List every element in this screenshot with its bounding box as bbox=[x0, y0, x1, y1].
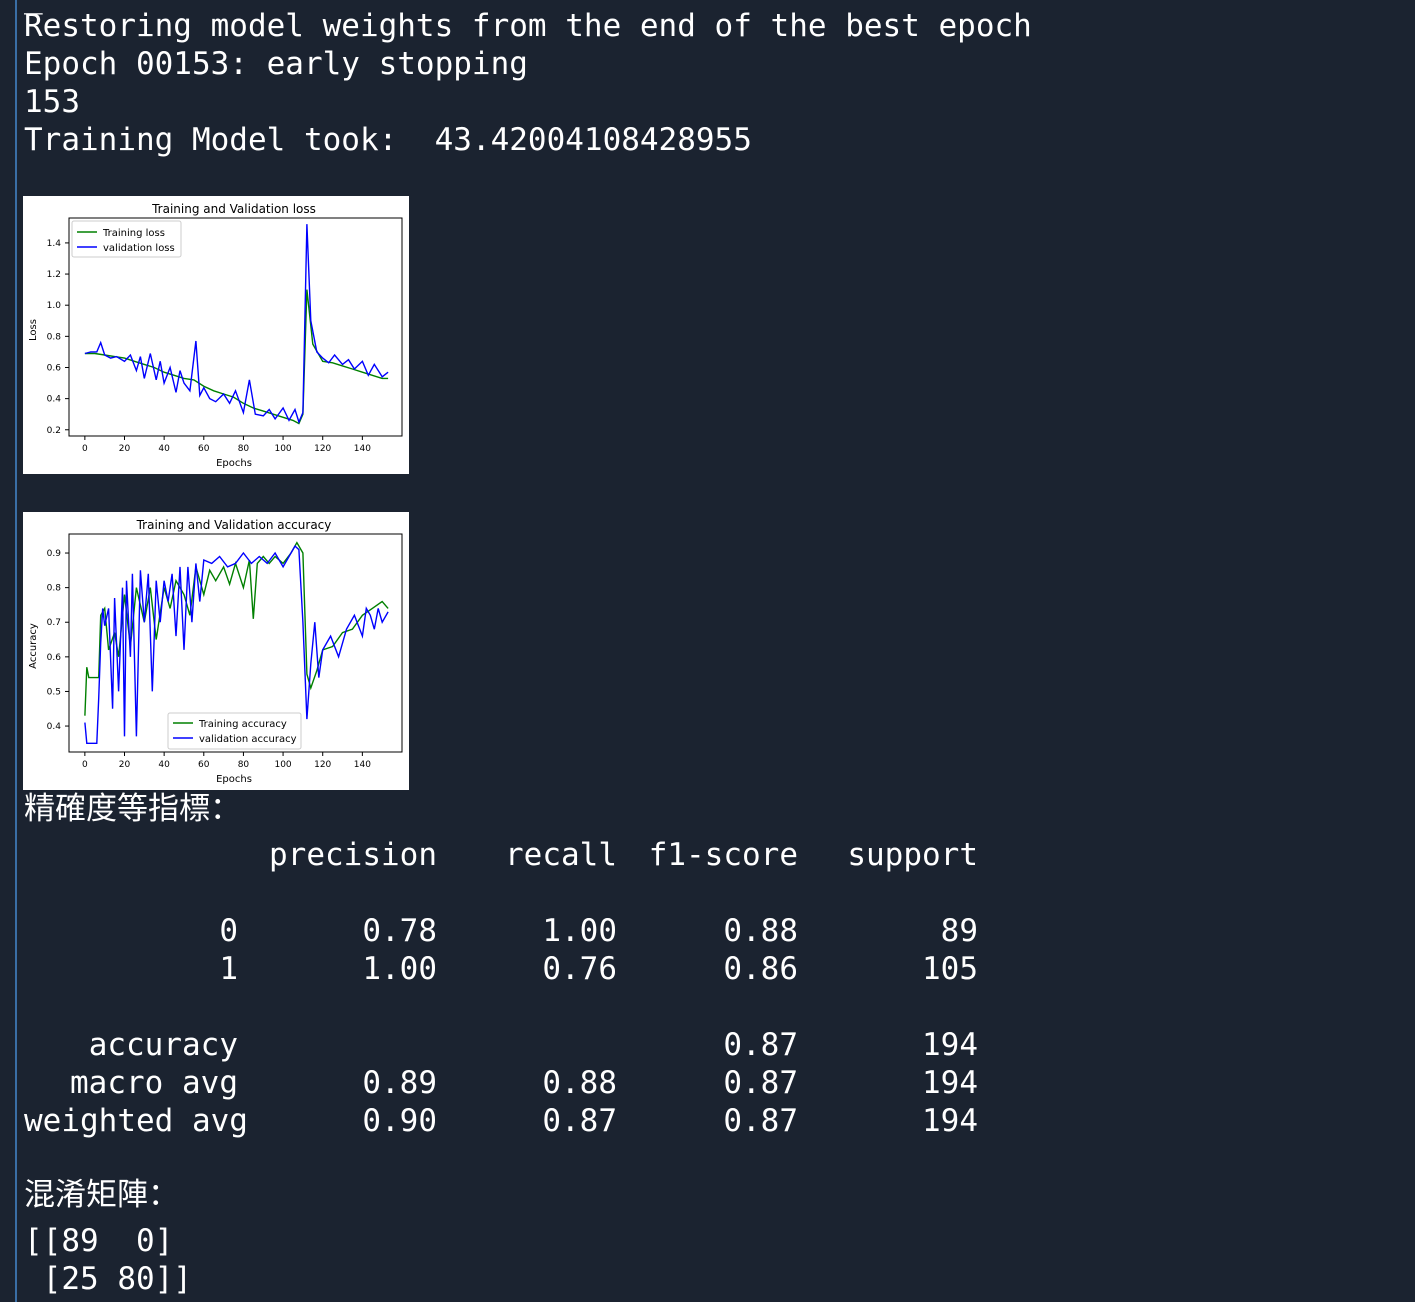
console-fragment: _ bbox=[24, 0, 43, 16]
report-cell-support: 194 bbox=[922, 1065, 978, 1101]
report-cell-support: 194 bbox=[922, 1027, 978, 1063]
loss-legend-val: validation loss bbox=[103, 243, 175, 254]
loss-ytick-label: 1.2 bbox=[47, 270, 61, 280]
accuracy-xtick-label: 80 bbox=[238, 760, 250, 770]
report-cell-f1: 0.86 bbox=[723, 951, 798, 987]
loss-ytick-label: 0.8 bbox=[47, 332, 62, 342]
loss-plot-frame bbox=[68, 217, 403, 437]
report-cell-label: 1 bbox=[219, 951, 238, 987]
loss-legend-train: Training loss bbox=[102, 228, 165, 239]
loss-chart-xlabel: Epochs bbox=[216, 458, 252, 469]
loss-xtick-label: 60 bbox=[198, 444, 210, 454]
accuracy-ytick-label: 0.9 bbox=[47, 549, 62, 559]
accuracy-xtick-label: 0 bbox=[82, 760, 88, 770]
loss-ytick-label: 0.4 bbox=[47, 395, 62, 405]
loss-xtick-label: 140 bbox=[354, 444, 371, 454]
console-line-restoring: Restoring model weights from the end of … bbox=[24, 8, 1032, 44]
accuracy-chart-title: Training and Validation accuracy bbox=[136, 518, 332, 532]
loss-xtick-label: 120 bbox=[314, 444, 331, 454]
loss-xtick-label: 40 bbox=[158, 444, 170, 454]
console-line-epoch-count: 153 bbox=[24, 84, 80, 120]
loss-xtick-label: 80 bbox=[238, 444, 250, 454]
report-cell-support: 105 bbox=[922, 951, 978, 987]
accuracy-series-train bbox=[84, 541, 389, 716]
accuracy-xtick-label: 20 bbox=[119, 760, 131, 770]
report-cell-support: 89 bbox=[940, 913, 978, 949]
loss-chart-ylabel: Loss bbox=[28, 319, 39, 341]
report-cell-f1: 0.87 bbox=[723, 1027, 798, 1063]
report-cell-label: accuracy bbox=[88, 1027, 238, 1063]
report-col-recall: recall bbox=[505, 837, 617, 873]
loss-xtick-label: 20 bbox=[119, 444, 131, 454]
report-cell-f1: 0.87 bbox=[723, 1103, 798, 1139]
confusion-row-0: [[89 0] bbox=[24, 1223, 174, 1259]
accuracy-series-val bbox=[84, 545, 389, 745]
report-col-f1: f1-score bbox=[648, 837, 798, 873]
loss-ytick-label: 1.4 bbox=[47, 239, 62, 249]
confusion-row-1: [25 80]] bbox=[24, 1261, 192, 1297]
loss-ytick-label: 0.2 bbox=[47, 426, 61, 436]
loss-ytick-label: 1.0 bbox=[47, 301, 62, 311]
accuracy-ytick-label: 0.7 bbox=[47, 618, 61, 628]
output-left-border bbox=[15, 0, 17, 1302]
loss-xtick-label: 100 bbox=[274, 444, 291, 454]
report-cell-f1: 0.88 bbox=[723, 913, 798, 949]
report-col-support: support bbox=[847, 837, 978, 873]
report-cell-precision: 0.89 bbox=[362, 1065, 437, 1101]
accuracy-chart-ylabel: Accuracy bbox=[28, 623, 39, 669]
accuracy-legend-val: validation accuracy bbox=[199, 734, 297, 745]
report-cell-support: 194 bbox=[922, 1103, 978, 1139]
report-cell-precision: 0.78 bbox=[362, 913, 437, 949]
loss-series-val bbox=[84, 224, 389, 425]
report-cell-label: macro avg bbox=[70, 1065, 238, 1101]
report-cell-recall: 0.76 bbox=[542, 951, 617, 987]
accuracy-chart-image: Training and Validation accuracy 0 20 40 60… bbox=[23, 512, 409, 790]
accuracy-ytick-label: 0.5 bbox=[47, 687, 61, 697]
report-cell-label: weighted avg bbox=[24, 1103, 248, 1139]
accuracy-ytick-label: 0.6 bbox=[47, 653, 62, 663]
report-cell-precision: 1.00 bbox=[362, 951, 437, 987]
report-cell-recall: 0.88 bbox=[542, 1065, 617, 1101]
accuracy-legend-train: Training accuracy bbox=[198, 719, 287, 730]
report-cell-f1: 0.87 bbox=[723, 1065, 798, 1101]
loss-xtick-label: 0 bbox=[82, 444, 88, 454]
report-cell-recall: 0.87 bbox=[542, 1103, 617, 1139]
accuracy-plot-frame bbox=[68, 533, 403, 753]
accuracy-chart-svg: Training and Validation accuracy 0 20 40 60… bbox=[28, 518, 403, 785]
report-cell-precision: 0.90 bbox=[362, 1103, 437, 1139]
accuracy-xtick-label: 100 bbox=[274, 760, 291, 770]
accuracy-ytick-label: 0.8 bbox=[47, 584, 62, 594]
report-heading: 精確度等指標： bbox=[24, 791, 241, 827]
plot-gap bbox=[23, 474, 409, 512]
accuracy-xtick-label: 60 bbox=[198, 760, 210, 770]
loss-ytick-label: 0.6 bbox=[47, 363, 62, 373]
accuracy-xtick-label: 40 bbox=[158, 760, 170, 770]
loss-chart-title: Training and Validation loss bbox=[151, 202, 316, 216]
loss-chart-image: Training and Validation loss 0 20 40 60 80 10… bbox=[23, 196, 409, 474]
loss-legend: Training loss validation loss bbox=[71, 220, 182, 258]
accuracy-legend: Training accuracy validation accuracy bbox=[167, 712, 302, 750]
accuracy-xtick-label: 140 bbox=[354, 760, 371, 770]
confusion-heading: 混淆矩陣： bbox=[24, 1177, 179, 1213]
accuracy-ytick-label: 0.4 bbox=[47, 722, 62, 732]
report-cell-recall: 1.00 bbox=[542, 913, 617, 949]
accuracy-xtick-label: 120 bbox=[314, 760, 331, 770]
report-col-precision: precision bbox=[269, 837, 437, 873]
console-line-early-stopping: Epoch 00153: early stopping bbox=[24, 46, 528, 82]
loss-chart-svg: Training and Validation loss 0 20 40 60 80 10… bbox=[28, 202, 403, 469]
console-line-training-time: Training Model took: 43.42004108428955 bbox=[24, 122, 752, 158]
accuracy-chart-xlabel: Epochs bbox=[216, 774, 252, 785]
report-cell-label: 0 bbox=[219, 913, 238, 949]
loss-series-train bbox=[84, 289, 389, 425]
